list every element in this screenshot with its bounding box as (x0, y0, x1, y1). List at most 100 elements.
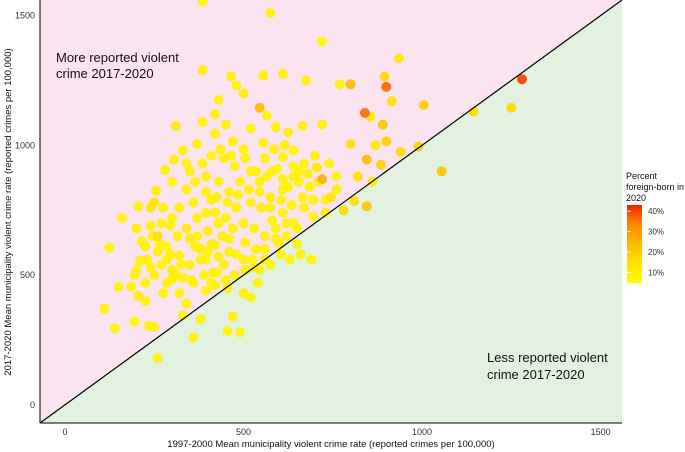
data-point (259, 244, 270, 255)
data-point (152, 246, 163, 257)
data-point (331, 171, 342, 182)
data-point (222, 197, 233, 208)
data-point (161, 277, 172, 288)
data-point (181, 223, 192, 234)
data-point (158, 288, 169, 299)
data-point (376, 159, 386, 170)
data-point (192, 213, 203, 223)
data-point (226, 150, 236, 161)
data-point (168, 154, 179, 165)
data-point (238, 218, 249, 229)
data-point (261, 110, 272, 121)
data-point (133, 201, 144, 212)
data-point (279, 140, 290, 151)
data-point (267, 166, 278, 177)
data-point (201, 207, 211, 218)
data-point (268, 144, 279, 155)
data-point (185, 259, 195, 270)
data-point (259, 153, 270, 164)
data-point (176, 259, 186, 270)
data-point (254, 176, 265, 187)
data-point (304, 181, 315, 192)
data-point (151, 185, 161, 196)
data-point (174, 250, 185, 261)
data-point (135, 255, 145, 266)
data-point (238, 88, 249, 99)
data-point (210, 128, 220, 139)
data-point (418, 100, 429, 111)
data-point (131, 223, 142, 234)
data-point (295, 249, 306, 260)
data-point (185, 166, 195, 177)
data-point (317, 119, 328, 130)
data-point (227, 223, 238, 234)
data-point (190, 176, 201, 187)
data-point (283, 181, 294, 192)
data-point (188, 277, 199, 288)
data-point (104, 242, 115, 253)
data-point (197, 65, 208, 76)
data-point (276, 249, 286, 260)
data-point (218, 259, 229, 270)
data-point (197, 158, 208, 169)
data-point (251, 244, 261, 255)
data-point (213, 176, 224, 187)
data-point (231, 202, 242, 213)
legend-tick-label: 10% (648, 269, 664, 278)
data-point (349, 196, 360, 207)
data-point (167, 176, 178, 187)
x-tick-label: 1500 (591, 427, 611, 437)
data-point (192, 139, 203, 149)
data-point (306, 254, 317, 265)
data-point (213, 94, 224, 105)
data-point (506, 102, 517, 113)
data-point (301, 75, 311, 86)
legend-title-line2: foreign-born in (626, 182, 684, 192)
data-point (395, 146, 406, 157)
data-point (149, 270, 160, 281)
data-point (172, 231, 183, 242)
legend-ticks: 40% 30% 20% 10% (627, 207, 664, 278)
data-point (338, 205, 349, 216)
legend-title-line1: Percent (626, 171, 658, 181)
data-point (254, 102, 265, 113)
data-point (311, 162, 322, 173)
data-point (227, 136, 238, 147)
data-point (276, 194, 286, 205)
data-points (99, 0, 527, 364)
data-point (297, 192, 308, 203)
data-point (277, 174, 288, 185)
data-point (152, 353, 163, 364)
data-point (199, 270, 210, 281)
data-point (265, 202, 276, 213)
data-point (324, 158, 335, 169)
data-point (213, 251, 224, 262)
data-point (265, 8, 276, 18)
data-point (377, 119, 388, 130)
data-point (256, 202, 267, 213)
data-point (174, 202, 185, 213)
data-point (156, 218, 167, 229)
data-point (283, 127, 294, 138)
data-point (136, 236, 147, 247)
data-point (220, 275, 231, 286)
data-point (317, 174, 328, 185)
data-point (308, 194, 319, 205)
x-axis-ticks: 0 500 1000 1500 (62, 427, 610, 437)
data-point (245, 197, 256, 208)
data-point (145, 220, 156, 231)
legend-title-line3: 2020 (626, 193, 646, 203)
y-axis-title: 2017-2020 Mean municipality violent crim… (3, 48, 14, 375)
data-point (195, 244, 206, 255)
region-label-above-line1: More reported violent (56, 50, 179, 65)
data-point (240, 153, 251, 164)
data-point (277, 207, 288, 218)
legend-tick-label: 30% (648, 228, 664, 237)
color-legend: Percent foreign-born in 2020 40% 30% 20% 10… (626, 171, 684, 283)
data-point (185, 233, 195, 244)
data-point (361, 154, 372, 165)
y-tick-label: 0 (30, 400, 35, 410)
data-point (197, 0, 208, 7)
data-point (277, 69, 288, 79)
